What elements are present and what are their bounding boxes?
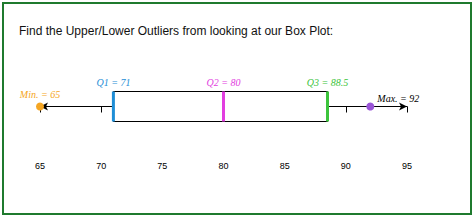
svg-text:90: 90: [341, 161, 351, 171]
svg-text:85: 85: [280, 161, 290, 171]
svg-text:75: 75: [157, 161, 167, 171]
svg-text:Max. = 92: Max. = 92: [376, 93, 419, 104]
svg-text:Find the Upper/Lower Outliers: Find the Upper/Lower Outliers from looki…: [19, 24, 333, 38]
svg-text:70: 70: [96, 161, 106, 171]
svg-text:80: 80: [218, 161, 228, 171]
svg-text:Min. = 65: Min. = 65: [19, 89, 60, 100]
svg-text:65: 65: [35, 161, 45, 171]
svg-text:Q2 = 80: Q2 = 80: [207, 77, 241, 88]
svg-text:95: 95: [402, 161, 412, 171]
svg-text:Q1 = 71: Q1 = 71: [96, 77, 130, 88]
svg-text:Q3 = 88.5: Q3 = 88.5: [307, 77, 348, 88]
